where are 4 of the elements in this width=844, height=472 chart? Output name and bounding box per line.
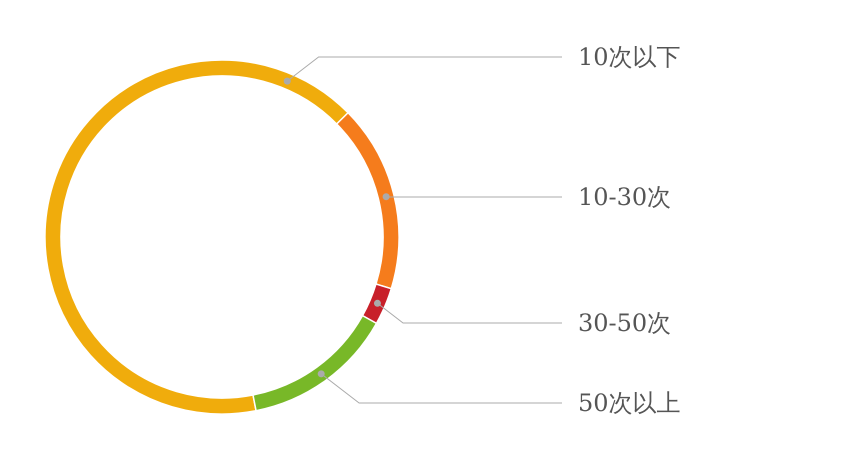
slice-label: 10次以下 <box>578 43 681 71</box>
slice-label: 10-30次 <box>578 183 672 211</box>
slice-label: 30-50次 <box>578 309 672 337</box>
slice-label: 50次以上 <box>578 389 681 417</box>
